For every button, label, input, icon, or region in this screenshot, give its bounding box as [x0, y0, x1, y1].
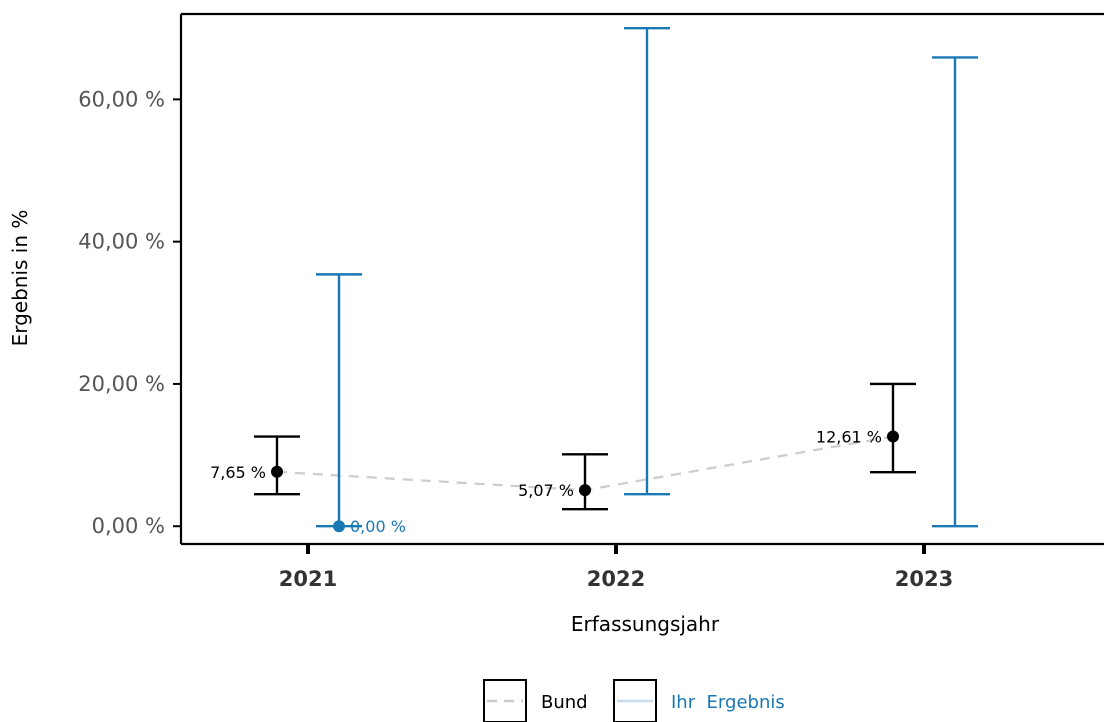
errorbar-bund — [870, 382, 916, 474]
legend-item-ihr-ergebnis: Ihr Ergebnis — [613, 679, 785, 722]
errorbar-ihr-ergebnis — [932, 56, 978, 528]
data-point-ihr-ergebnis — [333, 520, 345, 533]
errorbar-ihr-ergebnis — [624, 27, 670, 496]
data-point-bund — [579, 484, 591, 497]
data-label-bund: 5,07 % — [518, 481, 574, 500]
x-tick-label: 2021 — [279, 567, 337, 591]
x-ticks: 2021 2022 2023 — [279, 544, 953, 591]
legend: Bund Ihr Ergebnis — [483, 679, 785, 722]
errorbars — [254, 27, 978, 528]
y-axis-title: Ergebnis in % — [8, 210, 32, 347]
errorbar-bund — [562, 453, 608, 511]
y-ticks: 0,00 % 20,00 % 40,00 % 60,00 % — [78, 87, 181, 538]
x-axis-title: Erfassungsjahr — [571, 612, 720, 636]
y-tick-label: 40,00 % — [78, 230, 165, 254]
legend-key-ihr-ergebnis — [613, 679, 657, 722]
point-labels: 7,65 % 5,07 % 12,61 % 0,00 % — [210, 428, 882, 537]
x-tick-label: 2022 — [587, 567, 645, 591]
legend-label-ihr-ergebnis: Ihr Ergebnis — [671, 692, 785, 713]
data-label-bund: 12,61 % — [816, 428, 882, 447]
data-point-bund — [887, 430, 899, 443]
data-label-bund: 7,65 % — [210, 463, 266, 482]
data-label-ihr-ergebnis: 0,00 % — [350, 517, 406, 536]
y-tick-label: 60,00 % — [78, 87, 165, 111]
points — [271, 430, 899, 533]
y-tick-label: 20,00 % — [78, 372, 165, 396]
x-tick-label: 2023 — [895, 567, 953, 591]
legend-item-bund: Bund — [483, 679, 588, 722]
data-point-bund — [271, 465, 283, 478]
legend-key-bund — [483, 679, 527, 722]
y-tick-label: 0,00 % — [92, 514, 165, 538]
errorbar-ihr-ergebnis — [316, 273, 362, 528]
errorbar-bund — [254, 435, 300, 496]
axes-layer — [179, 12, 1104, 546]
legend-label-bund: Bund — [541, 692, 588, 713]
